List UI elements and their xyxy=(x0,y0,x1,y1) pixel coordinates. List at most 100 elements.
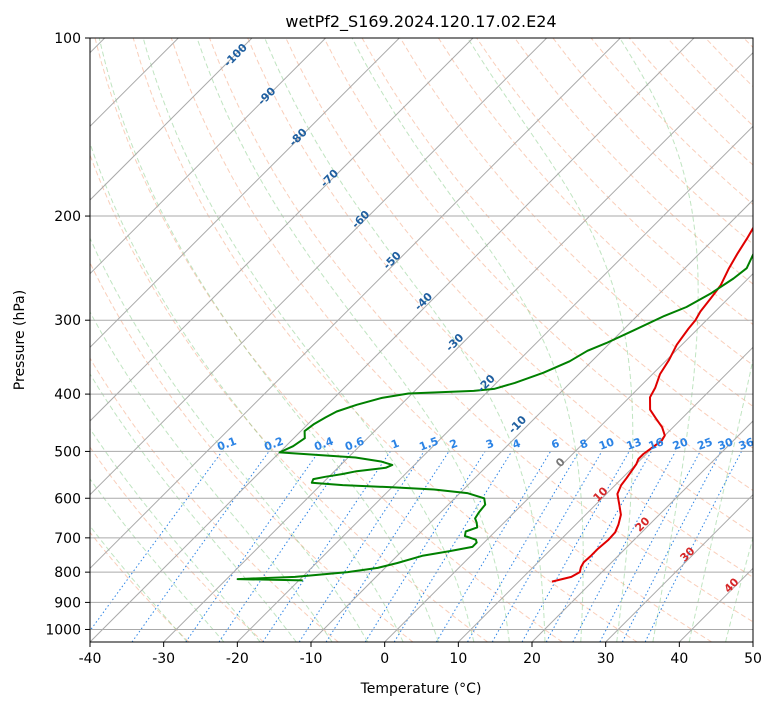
mixing-ratio-line xyxy=(545,451,652,642)
dry-adiabat xyxy=(90,153,488,642)
x-tick-label: -40 xyxy=(79,651,102,667)
mixing-ratio-label: 16 xyxy=(647,435,666,453)
isotherm xyxy=(90,38,548,496)
isotherm xyxy=(90,38,695,642)
mixing-ratio-label: 3 xyxy=(484,437,496,452)
mixing-ratio-line xyxy=(90,451,223,632)
mixing-ratio-line xyxy=(325,451,450,642)
mixing-ratio-line xyxy=(262,451,391,642)
mixing-ratio-label: 1 xyxy=(389,437,401,452)
mixing-ratio-label: 8 xyxy=(578,437,590,452)
mixing-ratio-label: 10 xyxy=(597,435,616,453)
dry-adiabat xyxy=(90,357,339,642)
dry-adiabat xyxy=(170,38,712,642)
moist-adiabat xyxy=(725,535,753,642)
mixing-ratio-label: 0.1 xyxy=(216,435,239,454)
moist-adiabat xyxy=(90,310,333,642)
mixing-ratio-label: 0.4 xyxy=(312,435,335,454)
dry-adiabat xyxy=(247,38,753,578)
moist-adiabat xyxy=(90,427,261,642)
x-tick-label: 50 xyxy=(744,651,762,667)
mixing-ratio-line xyxy=(393,451,513,642)
x-axis: -40 -30 -20 -10 0 10 20 30 40 50 xyxy=(79,642,762,667)
mixing-ratio-line xyxy=(185,451,320,642)
dry-adiabat xyxy=(437,38,753,366)
x-tick-label: 0 xyxy=(380,651,389,667)
x-tick-label: -30 xyxy=(152,651,175,667)
y-axis-label: Pressure (hPa) xyxy=(12,290,28,390)
chart-title: wetPf2_S169.2024.120.17.02.E24 xyxy=(285,12,556,32)
grid-lines xyxy=(90,38,753,642)
mixing-ratio-label: 4 xyxy=(511,437,523,452)
isotherm xyxy=(90,38,621,570)
y-tick-label: 400 xyxy=(54,387,81,403)
isotherm xyxy=(90,38,327,275)
y-axis: 100 200 300 400 500 600 700 800 900 1000 xyxy=(45,31,90,638)
moist-adiabat xyxy=(90,141,404,642)
dry-adiabat xyxy=(90,446,264,642)
profile-lines xyxy=(236,226,753,583)
isotherm xyxy=(163,51,753,642)
dry-adiabat xyxy=(323,38,753,492)
moist-adiabat xyxy=(619,38,699,642)
isotherm xyxy=(90,38,253,201)
mixing-ratio-label: 25 xyxy=(696,435,715,452)
y-tick-label: 700 xyxy=(54,531,81,547)
y-tick-label: 200 xyxy=(54,209,81,225)
mixing-ratio-label: 2 xyxy=(448,437,460,452)
dry-adiabat xyxy=(90,531,190,642)
moist-adiabat xyxy=(351,38,584,642)
dry-adiabat xyxy=(209,38,753,623)
mixing-ratio-line xyxy=(218,451,351,642)
isotherm xyxy=(236,125,753,642)
moist-adiabat xyxy=(90,478,225,642)
mixing-ratio-label: 0.6 xyxy=(343,435,366,454)
y-tick-label: 900 xyxy=(54,595,81,611)
moist-adiabat xyxy=(98,38,439,642)
y-tick-label: 300 xyxy=(54,313,81,329)
dry-adiabat xyxy=(94,38,563,642)
x-axis-label: Temperature (°C) xyxy=(360,681,482,697)
moist-adiabat xyxy=(688,356,753,642)
x-tick-label: 20 xyxy=(523,651,541,667)
x-tick-label: 10 xyxy=(449,651,467,667)
mixing-ratio-line xyxy=(521,451,630,642)
mixing-ratio-label: 36 xyxy=(737,435,756,453)
x-tick-label: -20 xyxy=(226,651,249,667)
mixing-ratio-label: 20 xyxy=(671,435,690,453)
plot-frame xyxy=(89,37,754,643)
mixing-ratio-label: 13 xyxy=(625,435,644,452)
x-tick-label: -10 xyxy=(300,651,323,667)
isotherm xyxy=(90,38,400,349)
dewpoint-line xyxy=(236,252,753,582)
x-tick-label: 40 xyxy=(670,651,688,667)
dry-adiabat xyxy=(132,38,638,642)
y-tick-label: 100 xyxy=(54,31,81,47)
mixing-ratio-label: 0.2 xyxy=(262,435,285,454)
mixing-ratio-line xyxy=(298,451,425,642)
mixing-ratio-label: 1.5 xyxy=(418,435,441,454)
isotherm xyxy=(384,272,753,642)
mixing-ratio-line xyxy=(621,451,722,642)
moist-adiabat xyxy=(264,38,546,642)
dry-adiabat xyxy=(514,38,753,285)
y-tick-label: 500 xyxy=(54,444,81,460)
x-tick-label: 30 xyxy=(597,651,615,667)
isotherm xyxy=(457,346,753,642)
mixing-ratio-line xyxy=(572,451,676,642)
temperature-line xyxy=(551,226,753,583)
isotherm xyxy=(531,420,753,642)
moist-adiabat xyxy=(90,373,297,642)
moist-adiabat xyxy=(196,38,510,642)
isotherm xyxy=(90,38,474,422)
y-tick-label: 800 xyxy=(54,565,81,581)
y-tick-label: 1000 xyxy=(45,622,81,638)
mixing-ratio-line xyxy=(644,451,742,642)
isotherm xyxy=(605,493,753,642)
y-tick-label: 600 xyxy=(54,491,81,507)
background-lines xyxy=(90,38,753,642)
moist-adiabat xyxy=(90,236,369,642)
mixing-ratio-label: 30 xyxy=(716,435,735,453)
